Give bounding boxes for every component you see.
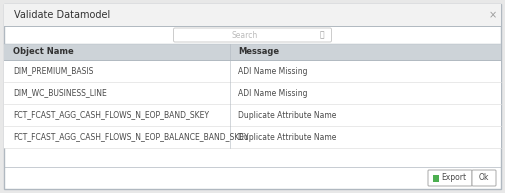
Bar: [4, 4, 501, 26]
Bar: [4, 126, 501, 148]
Text: ADI Name Missing: ADI Name Missing: [238, 89, 308, 97]
Text: FCT_FCAST_AGG_CASH_FLOWS_N_EOP_BAND_SKEY: FCT_FCAST_AGG_CASH_FLOWS_N_EOP_BAND_SKEY: [13, 111, 209, 119]
Text: ×: ×: [489, 10, 497, 20]
Text: DIM_WC_BUSINESS_LINE: DIM_WC_BUSINESS_LINE: [13, 89, 107, 97]
Text: Duplicate Attribute Name: Duplicate Attribute Name: [238, 133, 336, 141]
Text: Export: Export: [441, 174, 467, 183]
FancyBboxPatch shape: [472, 170, 496, 186]
Bar: [4, 44, 501, 60]
FancyBboxPatch shape: [174, 28, 331, 42]
Bar: [433, 175, 439, 182]
Text: Validate Datamodel: Validate Datamodel: [14, 10, 110, 20]
Bar: [4, 82, 501, 104]
Text: ADI Name Missing: ADI Name Missing: [238, 67, 308, 75]
Bar: [4, 104, 501, 126]
Text: FCT_FCAST_AGG_CASH_FLOWS_N_EOP_BALANCE_BAND_SKEY: FCT_FCAST_AGG_CASH_FLOWS_N_EOP_BALANCE_B…: [13, 133, 248, 141]
Text: 🔍: 🔍: [320, 30, 324, 40]
Text: DIM_PREMIUM_BASIS: DIM_PREMIUM_BASIS: [13, 67, 93, 75]
Text: Object Name: Object Name: [13, 47, 74, 57]
FancyBboxPatch shape: [428, 170, 472, 186]
Text: Search: Search: [231, 30, 258, 40]
Bar: [4, 60, 501, 82]
Text: Ok: Ok: [479, 174, 489, 183]
Text: Message: Message: [238, 47, 279, 57]
Text: Duplicate Attribute Name: Duplicate Attribute Name: [238, 111, 336, 119]
